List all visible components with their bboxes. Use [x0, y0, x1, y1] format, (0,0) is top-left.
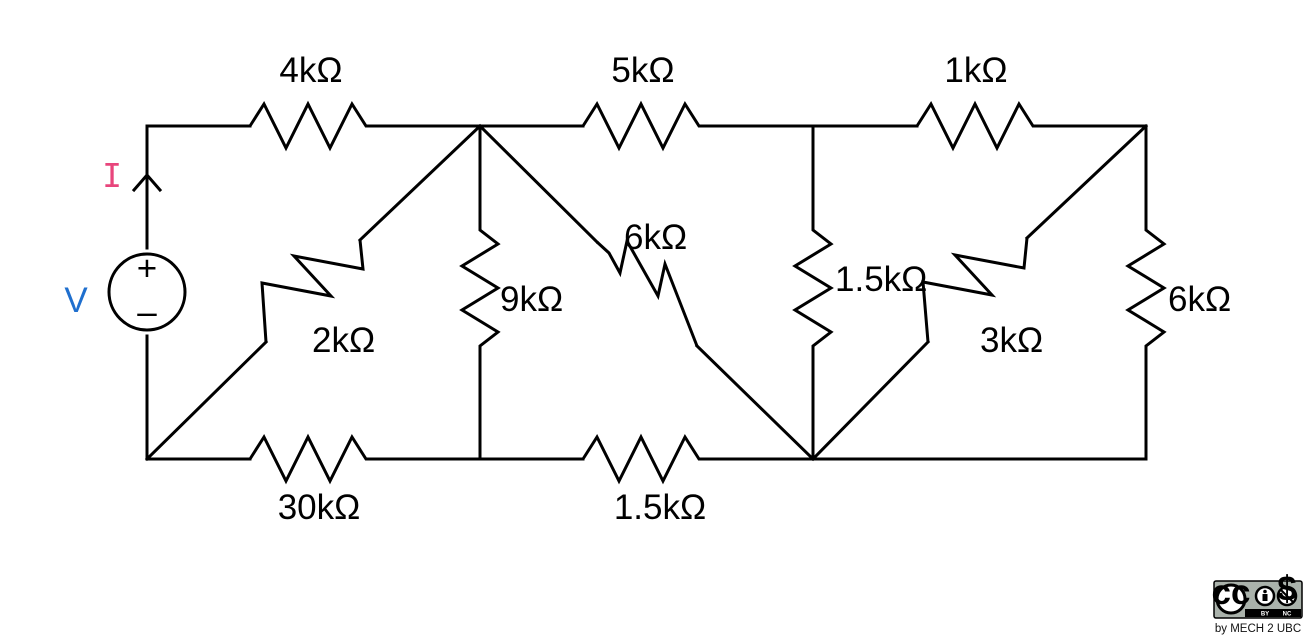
label-6k-right: 6kΩ	[1168, 280, 1231, 319]
resistor-6k-symbol	[595, 236, 699, 347]
by-icon-body	[1262, 594, 1268, 601]
wire-6k-bottom	[694, 343, 816, 462]
label-4k: 4kΩ	[279, 51, 342, 90]
nc-text: NC	[1283, 612, 1292, 618]
credit-text: by MECH 2 UBC	[1215, 623, 1301, 635]
label-1k: 1kΩ	[944, 51, 1007, 90]
resistor-labels: 4kΩ 5kΩ 1kΩ 2kΩ 9kΩ 6kΩ 1.5kΩ 3kΩ 6kΩ 30…	[278, 51, 1231, 527]
label-2k: 2kΩ	[312, 321, 375, 360]
resistor-5k-symbol	[581, 100, 708, 152]
nc-dollar-glyph: $	[1277, 570, 1296, 609]
wire-2k-bottom	[144, 339, 269, 462]
wire-6k-top	[477, 123, 600, 245]
resistor-2k-symbol	[260, 239, 365, 343]
label-5k: 5kΩ	[611, 51, 674, 90]
voltage-source: + –	[107, 249, 187, 332]
arrow-head	[131, 172, 163, 193]
current-arrow	[131, 172, 163, 193]
label-1-5k-bottom: 1.5kΩ	[614, 488, 706, 527]
label-30k: 30kΩ	[278, 488, 361, 527]
label-6k-diag: 6kΩ	[624, 218, 687, 257]
cc-text: cc	[1212, 573, 1251, 612]
by-icon-head	[1263, 589, 1267, 594]
wire-3k-top	[1024, 123, 1149, 241]
license-badge: cc $ BY NC by MECH 2 UBC	[1212, 570, 1303, 635]
wire-3k-bottom	[810, 339, 931, 462]
minus-sign: –	[137, 293, 157, 332]
label-9k: 9kΩ	[500, 280, 563, 319]
resistor-1-5k-bottom-symbol	[581, 433, 708, 485]
voltage-source-circle	[107, 252, 187, 332]
cc-icon	[1215, 583, 1247, 615]
resistor-1-5k-vertical-symbol	[792, 226, 834, 356]
resistors	[248, 100, 1167, 485]
by-text: BY	[1261, 612, 1269, 618]
resistor-30k-symbol	[248, 433, 375, 485]
plus-sign: +	[137, 249, 157, 288]
resistor-4k-symbol	[248, 100, 375, 152]
resistor-3k-symbol	[921, 237, 1029, 343]
wire-2k-top	[357, 123, 483, 243]
resistor-9k-symbol	[459, 226, 501, 356]
resistor-1k-symbol	[915, 100, 1042, 152]
label-3k: 3kΩ	[980, 321, 1043, 360]
voltage-label: V	[64, 281, 88, 320]
badge-black-strip	[1245, 609, 1301, 617]
resistor-right-6k-symbol	[1125, 226, 1167, 356]
current-label: I	[102, 156, 122, 195]
nc-strike	[1280, 589, 1294, 603]
label-1-5k-vertical: 1.5kΩ	[835, 260, 927, 299]
wires	[144, 123, 1149, 462]
